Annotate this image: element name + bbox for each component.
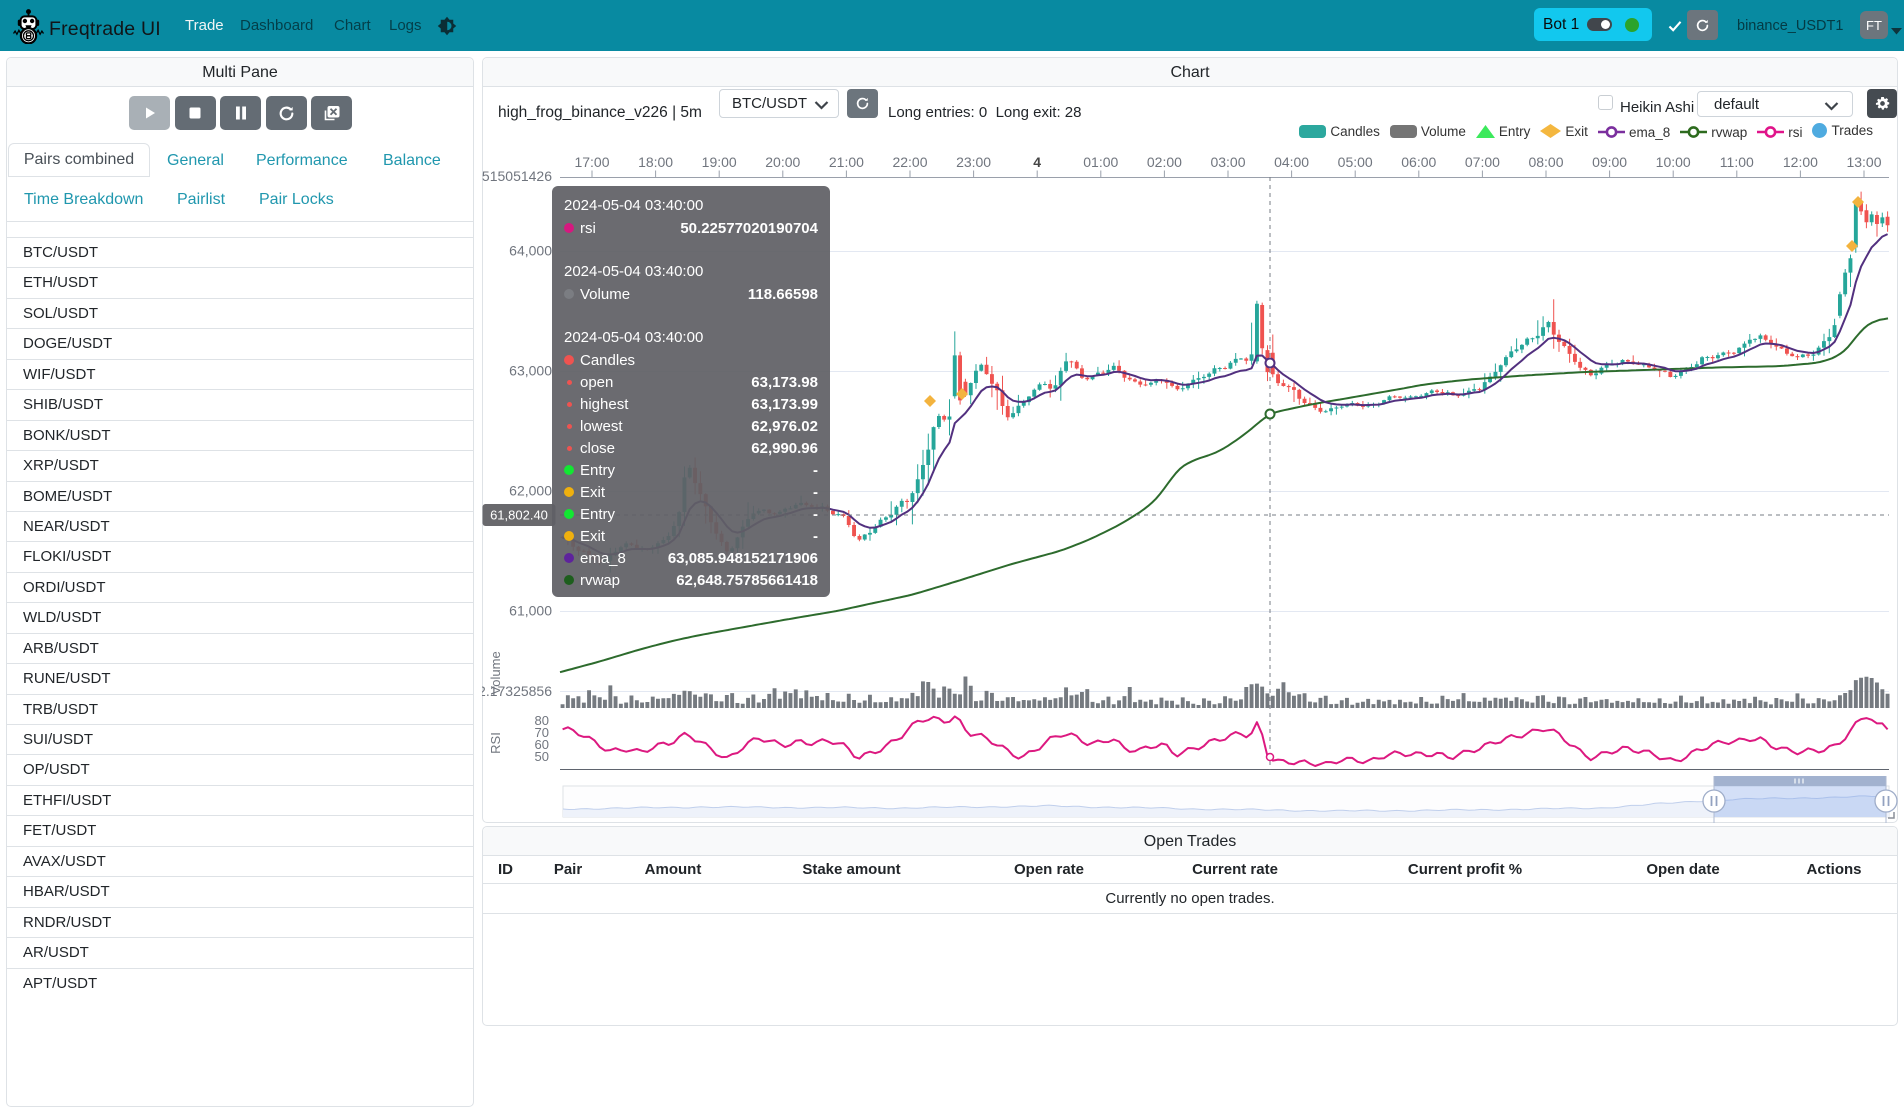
svg-text:RSI: RSI xyxy=(488,732,503,754)
svg-text:63,000: 63,000 xyxy=(509,363,552,379)
svg-text:05:00: 05:00 xyxy=(1338,154,1373,170)
svg-text:10:00: 10:00 xyxy=(1656,154,1691,170)
svg-text:11:00: 11:00 xyxy=(1720,154,1754,170)
svg-text:21:00: 21:00 xyxy=(829,154,864,170)
svg-text:22:00: 22:00 xyxy=(892,154,927,170)
svg-text:07:00: 07:00 xyxy=(1465,154,1500,170)
svg-text:60: 60 xyxy=(535,737,549,752)
svg-text:04:00: 04:00 xyxy=(1274,154,1309,170)
svg-text:03:00: 03:00 xyxy=(1210,154,1245,170)
svg-text:2.17325856: 2.17325856 xyxy=(482,683,552,699)
svg-text:12:00: 12:00 xyxy=(1783,154,1818,170)
svg-text:61,802.40: 61,802.40 xyxy=(490,508,548,523)
svg-text:20:00: 20:00 xyxy=(765,154,800,170)
svg-text:01:00: 01:00 xyxy=(1083,154,1118,170)
svg-text:13:00: 13:00 xyxy=(1846,154,1881,170)
svg-text:Volume: Volume xyxy=(488,651,503,694)
svg-text:64,000: 64,000 xyxy=(509,243,552,259)
svg-text:515051426: 515051426 xyxy=(482,168,552,184)
svg-text:18:00: 18:00 xyxy=(638,154,673,170)
svg-text:08:00: 08:00 xyxy=(1528,154,1563,170)
svg-text:02:00: 02:00 xyxy=(1147,154,1182,170)
svg-text:61,000: 61,000 xyxy=(509,603,552,619)
svg-text:19:00: 19:00 xyxy=(702,154,737,170)
svg-text:06:00: 06:00 xyxy=(1401,154,1436,170)
svg-text:80: 80 xyxy=(535,713,549,728)
svg-text:50: 50 xyxy=(535,749,549,764)
svg-text:17:00: 17:00 xyxy=(574,154,609,170)
svg-text:09:00: 09:00 xyxy=(1592,154,1627,170)
svg-text:23:00: 23:00 xyxy=(956,154,991,170)
svg-text:70: 70 xyxy=(535,725,549,740)
svg-text:62,000: 62,000 xyxy=(509,483,552,499)
svg-text:4: 4 xyxy=(1033,154,1041,170)
